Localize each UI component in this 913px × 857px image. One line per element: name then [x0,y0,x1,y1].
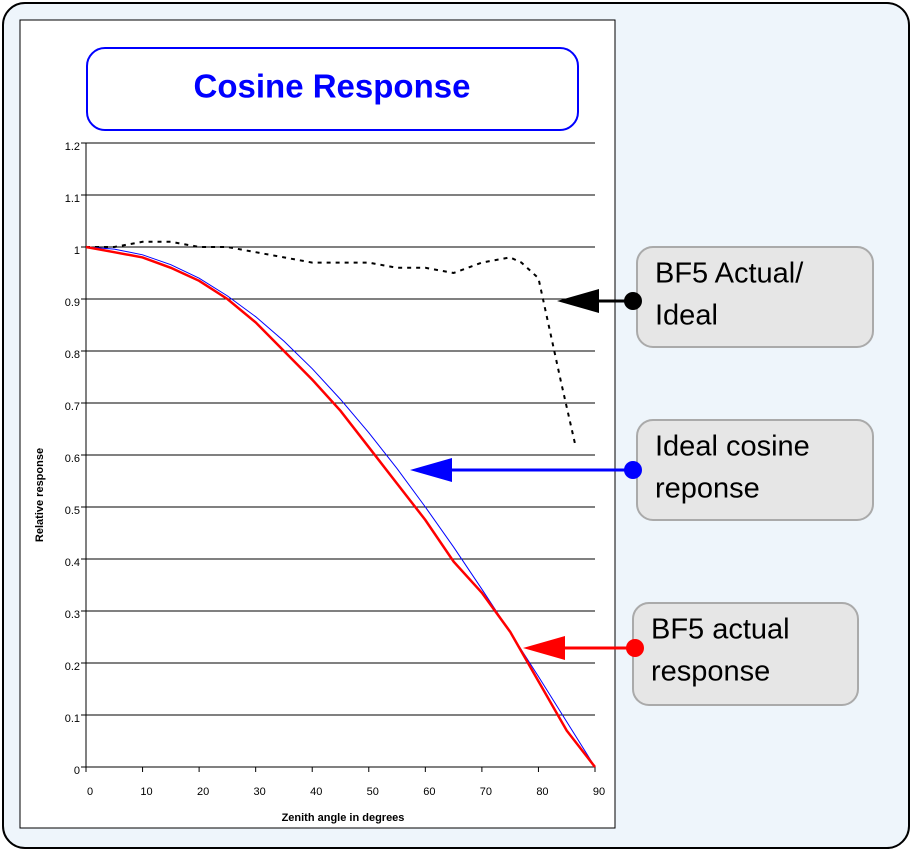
callout-text: Ideal [655,300,718,332]
x-tick-label: 50 [367,786,379,798]
x-tick-label: 80 [536,786,548,798]
chart-area [19,19,616,829]
chart-title: Cosine Response [194,68,471,105]
y-tick-label: 0.4 [65,557,80,569]
x-tick-label: 20 [197,786,209,798]
x-tick-label: 60 [423,786,435,798]
y-tick-label: 0.8 [65,349,80,361]
callout-dot [624,461,642,479]
arrow-head [523,636,565,660]
y-tick-label: 0.9 [65,297,80,309]
y-tick-label: 0.2 [65,661,80,673]
y-tick-label: 0.1 [65,713,80,725]
arrow-head [410,458,452,482]
y-tick-label: 0 [74,765,80,777]
callout-dot [624,292,642,310]
x-tick-label: 0 [87,786,93,798]
y-tick-label: 0.3 [65,609,80,621]
callout-text: BF5 actual [651,614,790,646]
callout-text: Ideal cosine [655,431,810,463]
y-tick-label: 0.7 [65,401,80,413]
series-line [85,245,596,768]
y-tick-label: 0.5 [65,505,80,517]
x-tick-label: 70 [480,786,492,798]
x-tick-label: 90 [593,786,605,798]
y-tick-label: 0.6 [65,453,80,465]
arrow-head [557,289,599,313]
y-tick-label: 1 [74,245,80,257]
y-axis-label: Relative response [34,448,46,542]
callout-text: reponse [655,473,760,505]
x-axis-label: Zenith angle in degrees [282,812,405,824]
x-tick-label: 10 [140,786,152,798]
callout-text: response [651,656,770,688]
x-tick-label: 40 [310,786,322,798]
y-tick-label: 1.1 [65,193,80,205]
title-box [86,47,579,131]
y-tick-label: 1.2 [65,141,80,153]
x-tick-label: 30 [254,786,266,798]
callout-text: BF5 Actual/ [655,258,804,290]
callout-dot [626,639,644,657]
